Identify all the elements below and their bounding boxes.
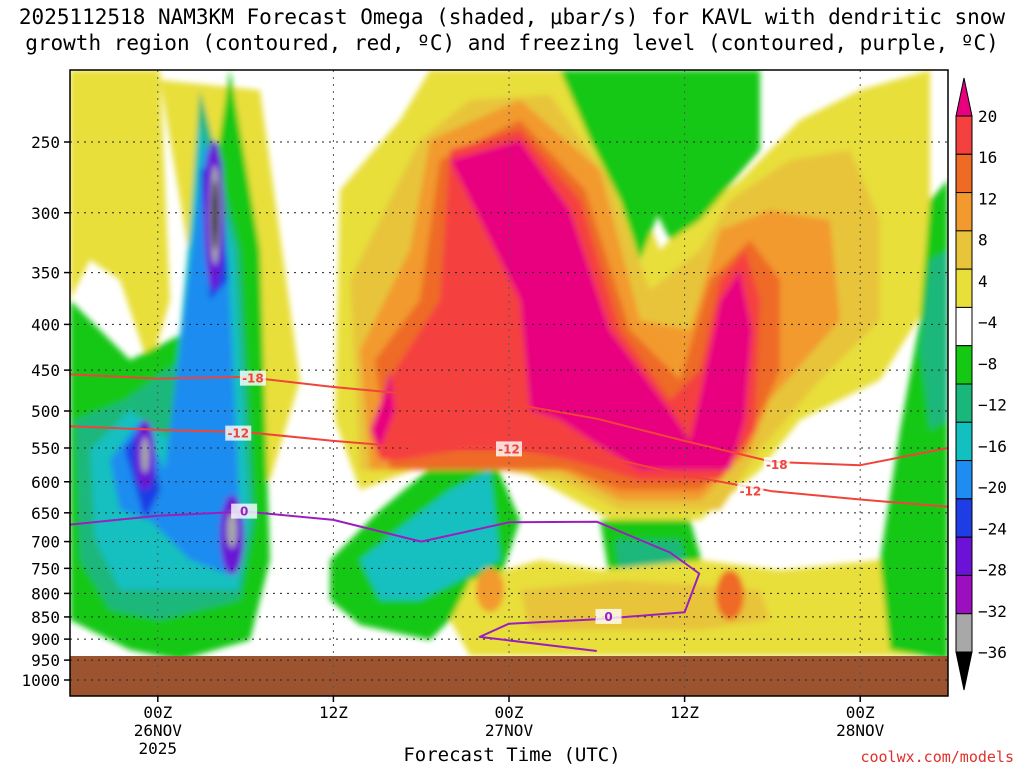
y-tick-label: 550 xyxy=(31,439,60,458)
contour-label-bg xyxy=(225,425,252,441)
colorbar: 20 16 12 8 4 −4 −8 −12 −16 −20 −24 −28 −32 −36 xyxy=(955,77,1007,691)
y-tick-label: 250 xyxy=(31,133,60,152)
chart-title-line2: growth region (contoured, red, ºC) and f… xyxy=(25,31,999,55)
y-tick-label: 600 xyxy=(31,473,60,492)
x-tick-label: 00Z xyxy=(846,703,875,722)
colorbar-box xyxy=(955,613,973,653)
contour-label: 0 xyxy=(604,610,612,624)
omega-region-dorange-low2 xyxy=(476,568,504,612)
omega-core-gray-3 xyxy=(227,512,237,548)
y-tick-label: 350 xyxy=(31,264,60,283)
contour-label: -18 xyxy=(766,458,788,472)
x-tick-label: 2025 xyxy=(139,739,178,758)
omega-region-magenta xyxy=(370,140,752,470)
contour-label: -12 xyxy=(740,484,762,498)
omega-region-dorange-low xyxy=(716,570,744,620)
contour-label: 0 xyxy=(240,505,248,519)
colorbar-box xyxy=(955,268,973,308)
x-axis-title: Forecast Time (UTC) xyxy=(403,744,621,766)
contour-label-bg xyxy=(737,483,764,499)
omega-region-green-top xyxy=(560,70,680,260)
y-tick-label: 900 xyxy=(31,630,60,649)
y-tick-label: 500 xyxy=(31,402,60,421)
colorbar-box xyxy=(955,153,973,194)
omega-core-gray-1 xyxy=(141,437,149,473)
colorbar-box xyxy=(955,345,973,385)
omega-region-green-top2 xyxy=(650,70,760,240)
contour-label-bg xyxy=(763,457,790,473)
chart-title-line1: 2025112518 NAM3KM Forecast Omega (shaded… xyxy=(18,5,1006,29)
omega-region-cyan-mid xyxy=(360,470,500,600)
colorbar-label: −28 xyxy=(978,561,1007,580)
omega-region-teal-right xyxy=(920,250,948,430)
contour-label-bg xyxy=(496,441,522,457)
colorbar-box xyxy=(955,421,973,462)
colorbar-label: −24 xyxy=(978,519,1007,538)
colorbar-box xyxy=(955,230,973,270)
ground-layer xyxy=(70,655,948,696)
colorbar-label: −8 xyxy=(978,354,997,373)
colorbar-box xyxy=(955,115,973,155)
colorbar-box xyxy=(955,536,973,576)
colorbar-label: −32 xyxy=(978,602,1007,621)
y-tick-label: 700 xyxy=(31,533,60,552)
colorbar-label: −12 xyxy=(978,396,1007,415)
x-tick-label: 27NOV xyxy=(485,721,534,740)
colorbar-label: 12 xyxy=(978,189,997,208)
omega-core-black-2 xyxy=(212,180,218,250)
y-tick-label: 850 xyxy=(31,608,60,627)
contour-label-bg xyxy=(231,503,258,519)
colorbar-box xyxy=(955,192,973,232)
colorbar-box xyxy=(955,383,973,423)
x-tick-label: 00Z xyxy=(143,703,172,722)
y-tick-label: 400 xyxy=(31,315,60,334)
colorbar-box xyxy=(955,306,973,347)
contour-label: -12 xyxy=(227,427,249,441)
contour-label-bg xyxy=(239,370,266,386)
colorbar-box xyxy=(955,574,973,615)
colorbar-box xyxy=(955,498,973,538)
omega-region-orange-low xyxy=(520,580,770,630)
x-tick-label: 26NOV xyxy=(134,721,183,740)
colorbar-arrow-top xyxy=(955,77,973,117)
contour-labels: -18 -12 -12 -18 -12 0 0 xyxy=(225,370,790,624)
colorbar-label: −16 xyxy=(978,437,1007,456)
y-tick-label: 800 xyxy=(31,584,60,603)
x-tick-label: 12Z xyxy=(319,703,348,722)
y-tick-label: 650 xyxy=(31,504,60,523)
x-tick-label: 28NOV xyxy=(836,721,885,740)
colorbar-label: −4 xyxy=(978,313,997,332)
y-axis: 250 300 350 400 450 500 550 600 650 700 750 800 850 9… xyxy=(21,133,70,690)
x-tick-label: 12Z xyxy=(670,703,699,722)
colorbar-label: 16 xyxy=(978,148,997,167)
colorbar-box xyxy=(955,460,973,500)
colorbar-label: 8 xyxy=(978,231,988,250)
x-tick-label: 00Z xyxy=(495,703,524,722)
contour-label-bg xyxy=(595,608,622,624)
source-credit: coolwx.com/models xyxy=(860,748,1014,766)
y-tick-label: 750 xyxy=(31,559,60,578)
omega-region-yellow-left xyxy=(70,70,170,370)
y-tick-label: 950 xyxy=(31,651,60,670)
contour-label: -12 xyxy=(498,442,520,456)
colorbar-label: 4 xyxy=(978,272,988,291)
y-tick-label: 1000 xyxy=(21,671,60,690)
contour-line xyxy=(69,510,701,652)
colorbar-label: −20 xyxy=(978,478,1007,497)
colorbar-label: −36 xyxy=(978,643,1007,662)
colorbar-arrow-bottom xyxy=(955,651,973,691)
contour-line xyxy=(69,373,949,467)
y-tick-label: 450 xyxy=(31,361,60,380)
y-tick-label: 300 xyxy=(31,204,60,223)
contour-label: -18 xyxy=(242,372,264,386)
colorbar-label: 20 xyxy=(978,107,997,126)
